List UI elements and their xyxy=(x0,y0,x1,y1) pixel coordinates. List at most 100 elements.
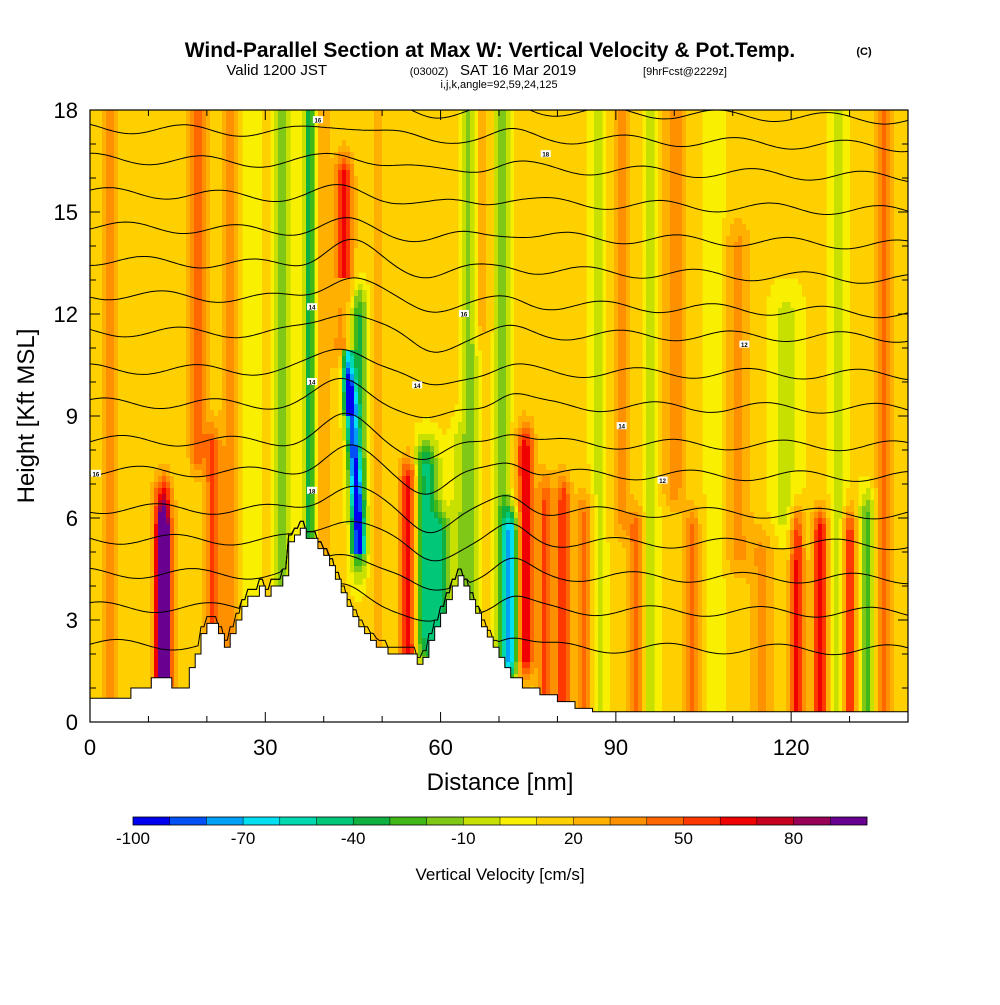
field-cell xyxy=(146,464,151,471)
field-cell xyxy=(190,458,195,465)
field-cell xyxy=(214,314,219,321)
field-cell xyxy=(306,518,311,525)
field-cell xyxy=(154,614,159,621)
field-cell xyxy=(286,182,291,189)
field-cell xyxy=(318,470,323,477)
field-cell xyxy=(206,224,211,231)
field-cell xyxy=(222,290,227,297)
field-cell xyxy=(262,236,267,243)
field-cell xyxy=(146,422,151,429)
field-cell xyxy=(214,566,219,573)
field-cell xyxy=(194,404,199,411)
field-cell xyxy=(222,410,227,417)
field-cell xyxy=(118,572,123,579)
field-cell xyxy=(118,470,123,477)
field-cell xyxy=(106,224,111,231)
field-cell xyxy=(150,200,155,207)
field-cell xyxy=(162,380,167,387)
field-cell xyxy=(90,476,95,483)
field-cell xyxy=(194,302,199,309)
field-cell xyxy=(142,320,147,327)
field-cell xyxy=(142,482,147,489)
field-cell xyxy=(178,134,183,141)
field-cell xyxy=(262,446,267,453)
field-cell xyxy=(226,164,231,171)
field-cell xyxy=(134,416,139,423)
field-cell xyxy=(194,296,199,303)
field-cell xyxy=(202,152,207,159)
field-cell xyxy=(198,542,203,549)
field-cell xyxy=(310,296,315,303)
field-cell xyxy=(98,164,103,171)
field-cell xyxy=(214,530,219,537)
field-cell xyxy=(98,110,103,117)
field-cell xyxy=(190,416,195,423)
field-cell xyxy=(138,584,143,591)
field-cell xyxy=(230,578,235,585)
field-cell xyxy=(134,464,139,471)
field-cell xyxy=(278,572,283,579)
field-cell xyxy=(114,506,119,513)
field-cell xyxy=(142,110,147,117)
field-cell xyxy=(110,584,115,591)
field-cell xyxy=(150,296,155,303)
field-cell xyxy=(206,242,211,249)
field-cell xyxy=(226,122,231,129)
field-cell xyxy=(262,470,267,477)
field-cell xyxy=(158,260,163,267)
field-cell xyxy=(114,608,119,615)
field-cell xyxy=(138,590,143,597)
field-cell xyxy=(118,500,123,507)
field-cell xyxy=(134,398,139,405)
field-cell xyxy=(282,152,287,159)
field-cell xyxy=(98,536,103,543)
field-cell xyxy=(230,158,235,165)
field-cell xyxy=(190,572,195,579)
field-cell xyxy=(166,380,171,387)
field-cell xyxy=(114,266,119,273)
field-cell xyxy=(162,344,167,351)
field-cell xyxy=(190,596,195,603)
field-cell xyxy=(174,548,179,555)
field-cell xyxy=(158,284,163,291)
field-cell xyxy=(186,554,191,561)
field-cell xyxy=(90,158,95,165)
field-cell xyxy=(158,398,163,405)
field-cell xyxy=(90,302,95,309)
field-cell xyxy=(266,296,271,303)
field-cell xyxy=(118,518,123,525)
field-cell xyxy=(274,266,279,273)
field-cell xyxy=(170,518,175,525)
field-cell xyxy=(110,566,115,573)
field-cell xyxy=(122,182,127,189)
field-cell xyxy=(154,140,159,147)
field-cell xyxy=(146,578,151,585)
field-cell xyxy=(214,140,219,147)
field-cell xyxy=(150,122,155,129)
field-cell xyxy=(234,386,239,393)
field-cell xyxy=(122,146,127,153)
field-cell xyxy=(234,356,239,363)
field-cell xyxy=(306,440,311,447)
field-cell xyxy=(154,182,159,189)
field-cell xyxy=(158,392,163,399)
field-cell xyxy=(234,140,239,147)
field-cell xyxy=(98,614,103,621)
field-cell xyxy=(154,122,159,129)
field-cell xyxy=(134,584,139,591)
field-cell xyxy=(106,554,111,561)
field-cell xyxy=(162,488,167,495)
field-cell xyxy=(162,440,167,447)
field-cell xyxy=(206,590,211,597)
field-cell xyxy=(182,254,187,261)
field-cell xyxy=(202,356,207,363)
field-cell xyxy=(262,362,267,369)
field-cell xyxy=(218,326,223,333)
field-cell xyxy=(126,416,131,423)
field-cell xyxy=(214,578,219,585)
field-cell xyxy=(90,128,95,135)
field-cell xyxy=(150,638,155,645)
field-cell xyxy=(194,428,199,435)
field-cell xyxy=(142,488,147,495)
field-cell xyxy=(102,266,107,273)
